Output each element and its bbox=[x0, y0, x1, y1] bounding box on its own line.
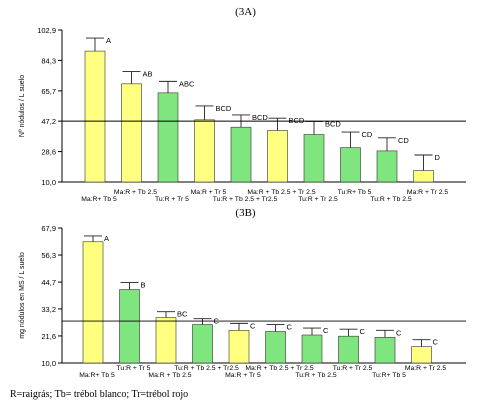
category-label: Tu:R + Tr 5 bbox=[117, 365, 151, 372]
bar bbox=[340, 147, 361, 183]
bar bbox=[411, 346, 432, 364]
category-label: Tu:R + Tb 2.5 bbox=[370, 196, 412, 203]
y-tick-label: 102,9 bbox=[37, 26, 56, 35]
chart-3b: 67,9 56,3 44,7 33,2 21,6 10,0 mg nódulos en MS… bbox=[19, 224, 466, 379]
bar bbox=[374, 337, 396, 364]
category-label: Ma:R + Tb 2.5 + Tr 2.5 bbox=[247, 189, 315, 196]
significance-letter: C bbox=[433, 338, 439, 347]
significance-letter: C bbox=[287, 323, 293, 332]
significance-letter: A bbox=[106, 36, 111, 45]
category-label: Ma:R + Tb 2.5 bbox=[114, 189, 157, 196]
category-label: Tu:R + Tr 2.5 bbox=[333, 365, 373, 372]
category-label: Tu:R + Tr 5 bbox=[155, 196, 189, 203]
significance-letter: AB bbox=[143, 70, 153, 79]
category-label: Ma:R + Tr 2.5 bbox=[407, 189, 449, 196]
y-tick-label: 65,7 bbox=[41, 87, 56, 96]
category-label: Ma:R + Tb 2.5 bbox=[148, 372, 191, 379]
bar bbox=[265, 331, 286, 364]
y-tick-label: 44,7 bbox=[41, 278, 56, 287]
bar bbox=[194, 119, 215, 183]
significance-letter: C bbox=[323, 326, 329, 335]
bar bbox=[121, 83, 142, 183]
category-label: Ma:R + Tr 5 bbox=[225, 372, 261, 379]
y-tick-label: 56,3 bbox=[41, 251, 56, 260]
category-label: Ma:R + Tr 2.5 bbox=[405, 365, 447, 372]
category-label: Tu:R + Tb 2.5 + Tr2.5 bbox=[213, 196, 278, 203]
y-tick-label: 10,0 bbox=[41, 178, 56, 187]
significance-letter: BC bbox=[177, 310, 188, 319]
y-tick-label: 10,0 bbox=[41, 359, 56, 368]
bar bbox=[413, 170, 434, 183]
significance-letter: CD bbox=[362, 130, 373, 139]
category-label: Ma:R+ Tb 5 bbox=[79, 372, 115, 379]
panel-3a-title: (3A) bbox=[235, 6, 256, 18]
category-label: Tu:R+ Tb 5 bbox=[338, 189, 372, 196]
panel-3b-title: (3B) bbox=[235, 207, 256, 219]
bar bbox=[338, 335, 359, 364]
significance-letter: CD bbox=[398, 136, 409, 145]
y-tick-label: 67,9 bbox=[41, 224, 56, 233]
category-label: Ma:R+ Tb 5 bbox=[81, 196, 117, 203]
significance-letter: C bbox=[396, 328, 402, 337]
y-tick-label: 84,3 bbox=[41, 56, 56, 65]
y-axis-label: Nº nódulos / L suelo bbox=[19, 75, 26, 137]
significance-letter: C bbox=[250, 321, 256, 330]
significance-letter: C bbox=[360, 327, 366, 336]
significance-letter: B bbox=[141, 281, 146, 290]
bar bbox=[303, 134, 325, 183]
y-tick-label: 28,6 bbox=[41, 148, 56, 157]
bar bbox=[267, 130, 288, 183]
significance-letter: D bbox=[435, 153, 441, 162]
bar bbox=[82, 241, 104, 364]
y-tick-label: 47,2 bbox=[41, 117, 56, 126]
category-label: Tu:R+ Tb 5 bbox=[372, 372, 406, 379]
bar bbox=[192, 324, 213, 364]
significance-letter: BCD bbox=[216, 104, 232, 113]
category-label: Ma:R + Tr 5 bbox=[191, 189, 227, 196]
significance-letter: A bbox=[104, 234, 109, 243]
category-label: Tu:R + Tb 2.5 + Tr2.5 bbox=[174, 365, 239, 372]
category-label: Tu:R + Tb 2.5 bbox=[295, 372, 337, 379]
y-tick-label: 21,6 bbox=[41, 332, 56, 341]
category-label: Tu:R + Tr 2.5 bbox=[298, 196, 338, 203]
y-axis-label: mg nódulos en MS / L suelo bbox=[19, 252, 26, 339]
bar bbox=[301, 334, 323, 364]
bar bbox=[84, 50, 106, 183]
bar bbox=[228, 330, 250, 364]
bar bbox=[376, 150, 398, 183]
y-tick-label: 33,2 bbox=[41, 305, 56, 314]
footnote-legend: R=raigrás; Tb= trébol blanco; Tr=trébol … bbox=[10, 389, 189, 400]
significance-letter: BCD bbox=[325, 119, 341, 128]
significance-letter: ABC bbox=[179, 79, 195, 88]
bar bbox=[155, 317, 177, 364]
significance-letter: BCD bbox=[252, 113, 268, 122]
category-label: Ma:R + Tb 2.5 + Tr 2.5 bbox=[245, 365, 313, 372]
bar bbox=[230, 126, 252, 183]
bar bbox=[119, 289, 140, 364]
bar bbox=[157, 92, 179, 183]
chart-3a: 102,9 84,3 65,7 47,2 28,6 10,0 Nº nódulos / L … bbox=[19, 26, 466, 203]
